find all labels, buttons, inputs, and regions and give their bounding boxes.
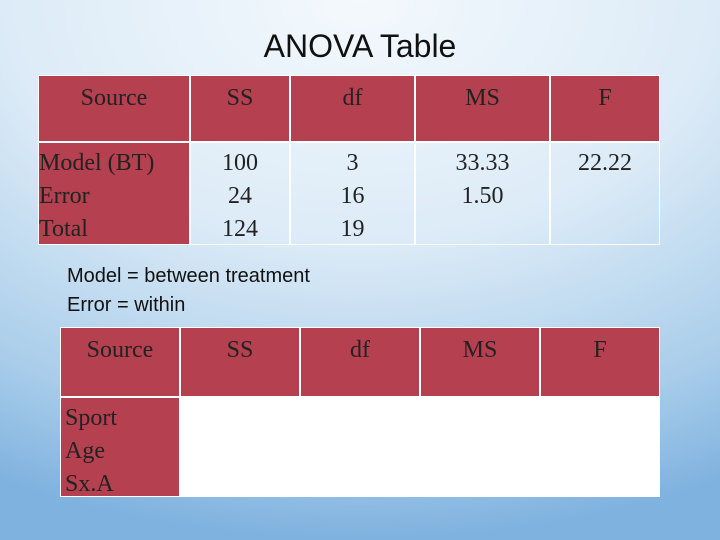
- header-text: df: [342, 85, 363, 111]
- cell-text: Sx.A: [65, 471, 114, 497]
- header-cell: F: [550, 75, 660, 142]
- body-cell: [300, 397, 420, 497]
- cell-text: Total: [39, 216, 88, 242]
- header-text: SS: [226, 85, 254, 111]
- cell-text: Model (BT): [39, 150, 155, 176]
- cell-text: Age: [65, 438, 105, 464]
- header-cell: df: [300, 327, 420, 397]
- header-cell: Source: [38, 75, 190, 142]
- header-text: MS: [465, 85, 500, 111]
- cell-text: 3: [346, 150, 359, 176]
- header-cell: Source: [60, 327, 180, 397]
- header-cell: F: [540, 327, 660, 397]
- header-text: df: [350, 337, 370, 363]
- body-cell: Sport Age Sx.A: [60, 397, 180, 497]
- cell-text: 24: [228, 183, 252, 209]
- header-text: Source: [80, 85, 148, 111]
- notes: Model = between treatment Error = within: [67, 262, 310, 320]
- note: Error = within: [67, 294, 186, 316]
- header-cell: SS: [190, 75, 290, 142]
- note: Model = between treatment: [67, 265, 310, 287]
- body-cell: 22.22: [550, 142, 660, 245]
- cell-text: Error: [39, 183, 90, 209]
- header-text: Source: [86, 337, 154, 363]
- cell-text: 1.50: [461, 183, 504, 209]
- header-cell: MS: [415, 75, 550, 142]
- body-cell: 3 16 19: [290, 142, 415, 245]
- body-cell: [420, 397, 540, 497]
- cell-text: 100: [222, 150, 258, 176]
- cell-text: 22.22: [578, 150, 632, 176]
- body-cell: [540, 397, 660, 497]
- cell-text: 19: [340, 216, 365, 242]
- cell-text: 33.33: [455, 150, 510, 176]
- cell-text: Sport: [65, 405, 118, 431]
- header-text: MS: [462, 337, 498, 363]
- header-cell: df: [290, 75, 415, 142]
- header-text: SS: [226, 337, 254, 363]
- body-cell: 100 24 124: [190, 142, 290, 245]
- cell-text: 124: [222, 216, 258, 242]
- title: ANOVA Table: [263, 28, 457, 64]
- body-cell: [180, 397, 300, 497]
- cell-text: 16: [340, 183, 365, 209]
- header-cell: SS: [180, 327, 300, 397]
- header-cell: MS: [420, 327, 540, 397]
- header-text: F: [593, 337, 607, 363]
- body-cell: 33.33 1.50: [415, 142, 550, 245]
- header-text: F: [598, 85, 612, 111]
- body-cell: Model (BT) Error Total: [38, 142, 190, 245]
